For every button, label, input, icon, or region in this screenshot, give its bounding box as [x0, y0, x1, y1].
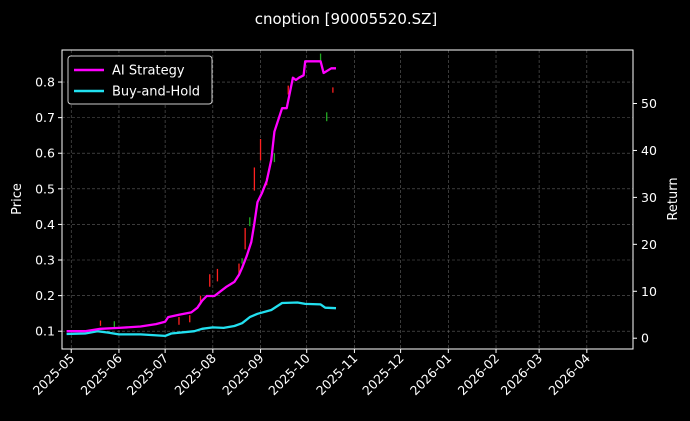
- left-tick-label: 0.6: [35, 146, 55, 161]
- left-axis-label: Price: [10, 183, 25, 215]
- series-line-ai-strategy: [66, 60, 336, 333]
- left-tick-label: 0.1: [35, 324, 55, 339]
- left-tick-label: 0.8: [35, 75, 55, 90]
- right-tick-label: 10: [641, 284, 657, 299]
- plot-frame: [61, 49, 634, 350]
- right-tick-label: 40: [641, 143, 657, 158]
- right-tick-label: 50: [641, 96, 657, 111]
- series-lines: [66, 60, 337, 338]
- right-tick-label: 30: [641, 190, 657, 205]
- left-tick-label: 0.4: [35, 217, 55, 232]
- left-tick-label: 0.5: [35, 181, 55, 196]
- left-tick-label: 0.3: [35, 253, 55, 268]
- right-tick-label: 20: [641, 237, 657, 252]
- legend-label-buy-and-hold: Buy-and-Hold: [112, 85, 200, 100]
- left-tick-label: 0.2: [35, 288, 55, 303]
- left-tick-label: 0.7: [35, 110, 55, 125]
- series-line-buy-and-hold: [66, 301, 337, 338]
- legend-label-ai-strategy: AI Strategy: [112, 64, 185, 79]
- chart-title: cnoption [90005520.SZ]: [255, 10, 438, 28]
- right-axis-label: Return: [666, 177, 681, 220]
- left-axis-ticks: 0.1 0.2 0.3 0.4 0.5 0.6 0.7 0.8: [35, 75, 62, 339]
- legend: AI Strategy Buy-and-Hold: [67, 55, 213, 105]
- right-tick-label: 0: [641, 331, 649, 346]
- right-axis-ticks: 0 10 20 30 40 50: [633, 96, 657, 346]
